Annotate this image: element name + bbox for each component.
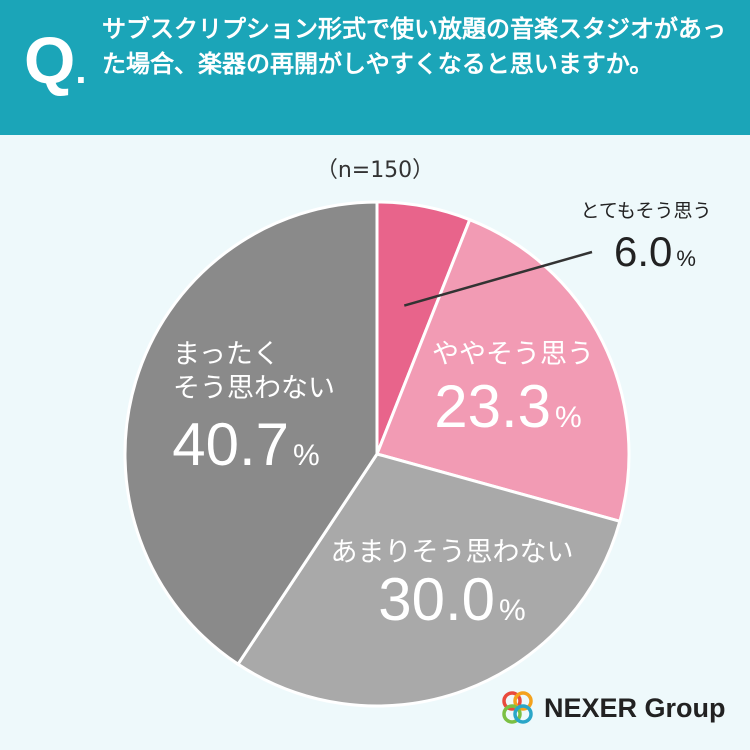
logo-rings-icon (502, 691, 533, 724)
question-text: サブスクリプション形式で使い放題の音楽スタジオがあった場合、楽器の再開がしやすく… (102, 15, 726, 78)
sample-size: （n=150） (315, 158, 435, 183)
pie-slice-2 (235, 452, 622, 708)
nexer-logo: NEXER Group (498, 688, 726, 728)
question-header: Q. サブスクリプション形式で使い放題の音楽スタジオがあった場合、楽器の再開がし… (0, 0, 750, 135)
slice-label-0: とてもそう思う (580, 200, 711, 222)
q-dot: . (75, 48, 87, 92)
q-letter: Q (24, 23, 76, 97)
slice-value-0: 6.0% (614, 228, 696, 275)
slice-value-2: 30.0% (378, 566, 525, 633)
pie-slice-3 (123, 200, 379, 667)
logo-text: NEXER Group (544, 692, 726, 723)
q-mark: Q. (24, 20, 104, 100)
leader-line-0 (403, 250, 593, 307)
slice-value-1: 23.3% (434, 373, 581, 440)
slice-label-3-line1: まったく (173, 339, 280, 370)
slice-label-1: ややそう思う (432, 339, 594, 370)
slice-value-3: 40.7% (172, 411, 319, 478)
slice-label-2: あまりそう思わない (331, 537, 574, 568)
slice-label-3-line2: そう思わない (173, 373, 335, 404)
logo-ring-3 (513, 704, 533, 724)
logo-ring-2 (502, 704, 522, 724)
logo-ring-0 (502, 691, 522, 711)
logo-ring-1 (513, 691, 533, 711)
